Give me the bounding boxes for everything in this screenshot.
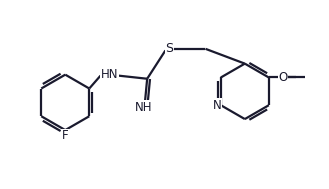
Text: F: F — [62, 129, 68, 142]
Text: S: S — [165, 42, 173, 55]
Text: O: O — [278, 71, 288, 84]
Text: N: N — [213, 99, 221, 112]
Text: HN: HN — [101, 67, 118, 81]
Text: NH: NH — [135, 101, 153, 114]
